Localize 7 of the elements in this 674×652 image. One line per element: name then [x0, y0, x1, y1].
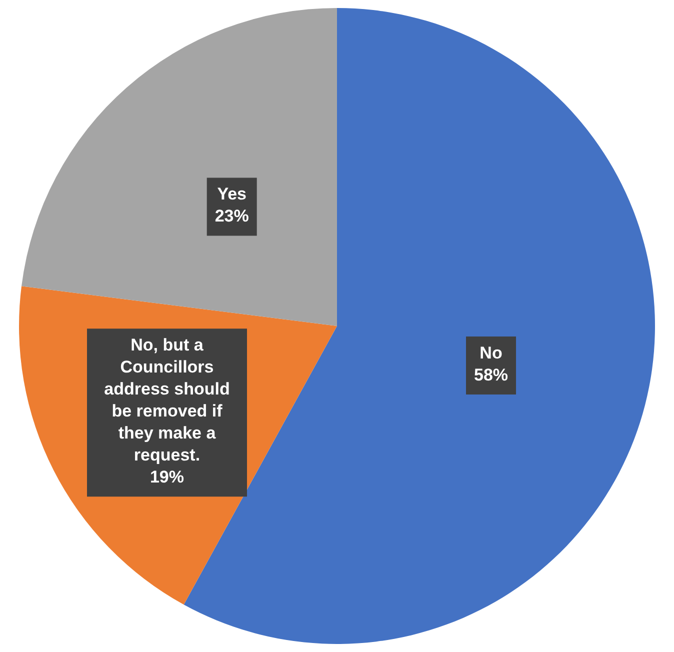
pie-slice [22, 8, 337, 326]
slice-label: No [480, 344, 502, 363]
data-label: 58% [474, 366, 508, 385]
data-label: 23% [214, 206, 249, 226]
slice-label: No, but a Councillors address should be removed if they make a request. [104, 336, 230, 465]
slice-label: Yes [217, 184, 247, 204]
data-label: 19% [150, 468, 184, 487]
